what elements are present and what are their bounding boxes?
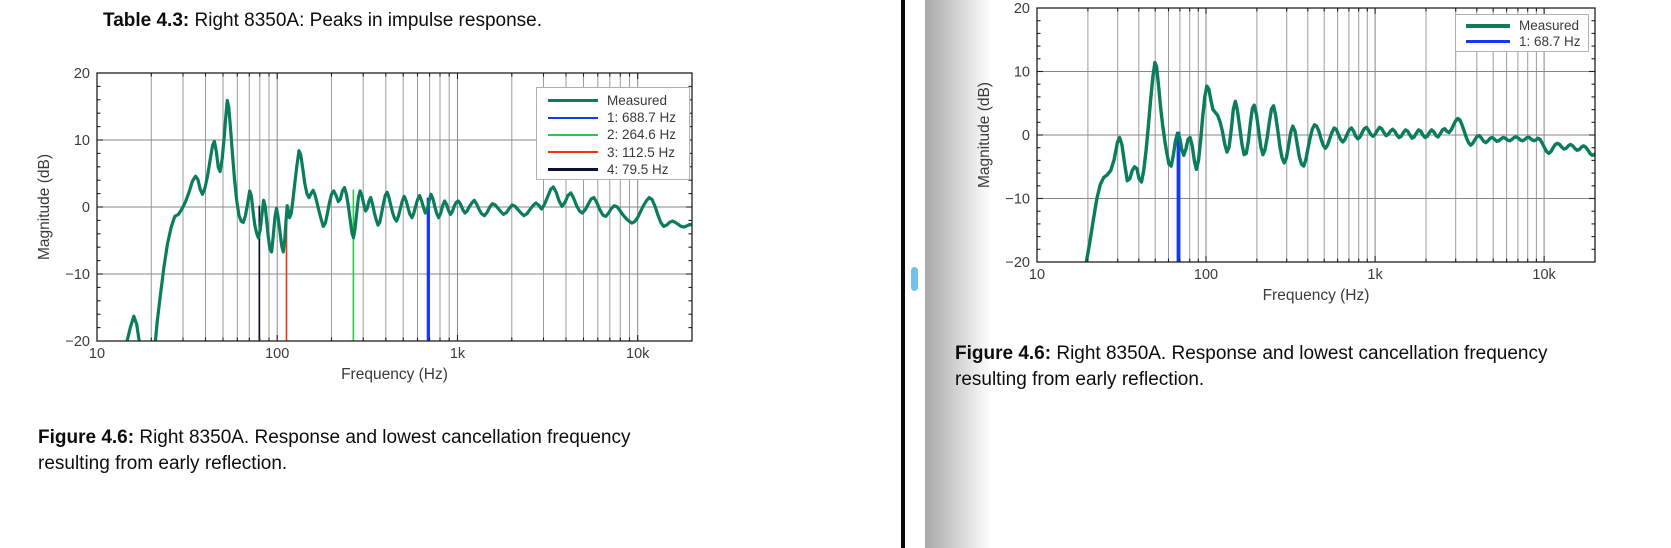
x-tick-label: 1k (450, 346, 466, 362)
x-tick-label: 100 (1194, 267, 1218, 283)
figure-caption-left: Figure 4.6: Right 8350A. Response and lo… (38, 425, 688, 477)
legend-label: 2: 264.6 Hz (607, 127, 677, 143)
y-tick-label: −20 (1005, 255, 1030, 271)
legend-label: 4: 79.5 Hz (607, 161, 669, 177)
legend-entry: 2: 264.6 Hz (548, 126, 683, 143)
x-tick-label: 100 (265, 346, 289, 362)
measured-response-curve (1084, 60, 1595, 262)
response-chart-left: 10 100 1k 10k −20 −10 0 10 20 Frequency (Hz) Magni… (36, 66, 693, 383)
y-tick-label: 20 (74, 66, 90, 82)
legend-line-swatch (548, 116, 598, 120)
legend-entry: 1: 688.7 Hz (548, 109, 683, 126)
x-axis-label: Frequency (Hz) (341, 366, 448, 383)
legend-line-swatch (548, 133, 598, 137)
x-tick-label: 10 (1029, 267, 1045, 283)
table-caption-label: Table 4.3: (103, 10, 190, 31)
y-tick-label: 0 (1022, 128, 1030, 144)
x-tick-label: 1k (1367, 267, 1383, 283)
y-tick-label: 10 (1014, 65, 1030, 81)
y-tick-label: 20 (1014, 1, 1030, 17)
legend-label: Measured (1519, 18, 1580, 34)
legend-line-swatch (548, 98, 598, 103)
legend-entry: 1: 68.7 Hz (1466, 34, 1584, 50)
page-edge-shadow (925, 0, 991, 548)
y-axis-label: Magnitude (dB) (976, 82, 993, 188)
y-axis-label: Magnitude (dB) (36, 154, 53, 260)
legend-line-swatch (1466, 40, 1510, 43)
y-tick-label: −10 (1005, 192, 1030, 208)
y-tick-label: 0 (82, 200, 90, 216)
y-tick-label: −10 (65, 267, 90, 283)
scroll-pill[interactable] (911, 267, 918, 291)
legend-entry: Measured (548, 92, 683, 109)
x-tick-label: 10k (626, 346, 650, 362)
chart-legend-right: Measured 1: 68.7 Hz (1455, 14, 1589, 52)
legend-label: 1: 688.7 Hz (607, 110, 677, 126)
document-page-left: Table 4.3: Right 8350A: Peaks in impulse… (36, 10, 693, 477)
figure-caption-text: Right 8350A. Response and lowest cancell… (955, 343, 1548, 390)
legend-label: 1: 68.7 Hz (1519, 34, 1581, 50)
legend-label: Measured (607, 93, 668, 109)
document-page-right: 10 100 1k 10k −20 −10 0 10 20 Frequency (Hz) Magni… (905, 0, 1671, 548)
measured-response-curve (125, 98, 692, 341)
legend-entry: 4: 79.5 Hz (548, 161, 683, 178)
legend-line-swatch (548, 150, 598, 154)
x-axis-label: Frequency (Hz) (1263, 287, 1370, 304)
y-tick-label: 10 (74, 133, 90, 149)
chart-legend-left: Measured 1: 688.7 Hz 2: 264.6 Hz 3: 112.5 H… (536, 87, 690, 180)
legend-line-swatch (1466, 24, 1510, 28)
figure-caption-label: Figure 4.6: (38, 427, 135, 448)
y-tick-label: −20 (65, 334, 90, 350)
page-divider-line (901, 0, 905, 548)
table-caption: Table 4.3: Right 8350A: Peaks in impulse… (103, 10, 542, 32)
figure-caption-label: Figure 4.6: (955, 343, 1052, 364)
legend-entry: Measured (1466, 18, 1584, 34)
x-tick-label: 10k (1532, 267, 1556, 283)
figure-caption-right: Figure 4.6: Right 8350A. Response and lo… (955, 341, 1605, 393)
legend-line-swatch (548, 168, 598, 171)
legend-entry: 3: 112.5 Hz (548, 144, 683, 161)
table-caption-text: Right 8350A: Peaks in impulse response. (194, 10, 542, 31)
figure-caption-text: Right 8350A. Response and lowest cancell… (38, 427, 631, 474)
legend-label: 3: 112.5 Hz (607, 144, 676, 160)
x-tick-label: 10 (89, 346, 105, 362)
